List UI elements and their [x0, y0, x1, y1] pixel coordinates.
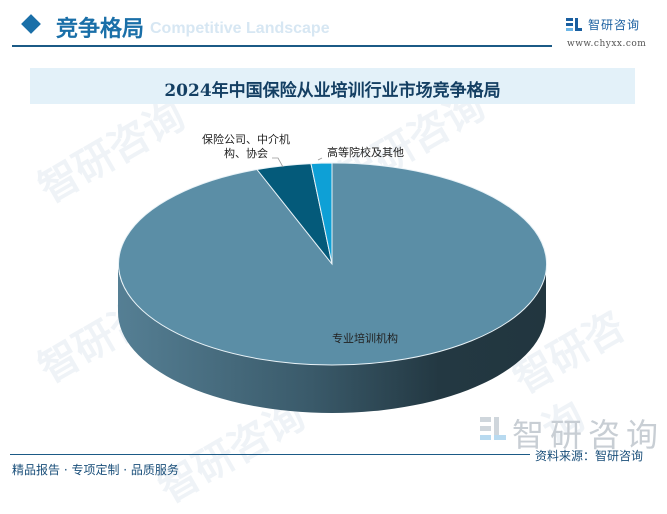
chart-title: 2024年中国保险从业培训行业市场竞争格局 [164, 81, 501, 101]
slice-universities-other[interactable] [310, 162, 333, 265]
leader-line [272, 157, 284, 168]
header-divider [12, 45, 552, 47]
footer-tagline: 精品报告 · 专项定制 · 品质服务 [12, 463, 179, 477]
label-professional-training: 专业培训机构 [332, 332, 398, 345]
watermark-brand: 智研咨询 [512, 416, 665, 454]
pie-chart [118, 157, 548, 413]
footer-divider [10, 454, 250, 455]
watermark-logo-icon [480, 417, 506, 440]
label-insurers: 保险公司、中介机 构、协会 [194, 133, 298, 161]
leader-line [317, 157, 323, 161]
footer-source: 资料来源：智研咨询 [535, 449, 644, 463]
chart-title-bar: 2024年中国保险从业培训行业市场竞争格局 [30, 68, 635, 104]
brand-logo: 智研咨询 [566, 16, 640, 33]
pie-side-wall [118, 264, 546, 413]
brand-name: 智研咨询 [588, 18, 641, 32]
label-universities: 高等院校及其他 [327, 146, 404, 159]
label-insurers-line2: 构、协会 [224, 147, 268, 160]
slice-professional-training[interactable] [118, 162, 548, 366]
brand-url: www.chyxx.com [567, 39, 647, 49]
section-title: 竞争格局 [56, 16, 145, 42]
label-insurers-line1: 保险公司、中介机 [202, 133, 290, 146]
section-subtitle: Competitive Landscape [150, 20, 330, 37]
section-header: Competitive Landscape 竞争格局 智研咨询 www.chyx… [0, 0, 667, 50]
footer-divider [250, 454, 530, 455]
brand-logo-icon [566, 17, 582, 32]
